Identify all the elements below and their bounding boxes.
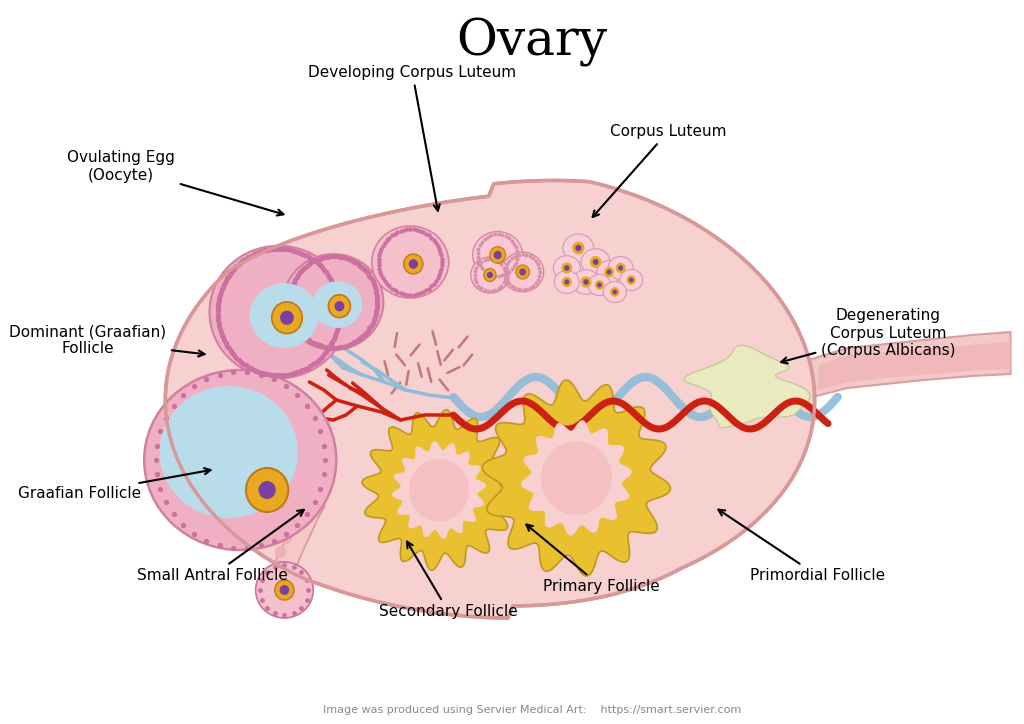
Circle shape xyxy=(564,279,569,285)
Circle shape xyxy=(273,560,285,572)
Circle shape xyxy=(572,242,585,254)
Text: Developing Corpus Luteum: Developing Corpus Luteum xyxy=(308,65,516,211)
Circle shape xyxy=(489,247,506,264)
Ellipse shape xyxy=(256,562,313,618)
Polygon shape xyxy=(273,500,325,584)
Ellipse shape xyxy=(554,271,580,293)
Polygon shape xyxy=(684,345,810,428)
Text: Secondary Follicle: Secondary Follicle xyxy=(379,542,518,619)
Text: Graafian Follicle: Graafian Follicle xyxy=(18,468,211,501)
Circle shape xyxy=(329,295,350,318)
Circle shape xyxy=(590,256,601,268)
Circle shape xyxy=(280,585,289,595)
Ellipse shape xyxy=(553,256,581,280)
Text: Primordial Follicle: Primordial Follicle xyxy=(719,510,885,583)
Text: Degenerating
Corpus Luteum
(Corpus Albicans): Degenerating Corpus Luteum (Corpus Albic… xyxy=(781,308,955,363)
Ellipse shape xyxy=(372,226,449,298)
Circle shape xyxy=(561,262,572,274)
Circle shape xyxy=(618,266,623,271)
Circle shape xyxy=(541,441,612,515)
Circle shape xyxy=(606,269,611,274)
Circle shape xyxy=(595,280,604,290)
Ellipse shape xyxy=(608,256,633,279)
Circle shape xyxy=(403,254,423,274)
Ellipse shape xyxy=(160,386,298,518)
Ellipse shape xyxy=(620,269,643,290)
Text: Dominant (Graafian)
Follicle: Dominant (Graafian) Follicle xyxy=(9,324,205,356)
Text: Ovulating Egg
(Oocyte): Ovulating Egg (Oocyte) xyxy=(68,151,284,216)
Polygon shape xyxy=(818,342,1011,390)
Circle shape xyxy=(629,277,634,282)
Circle shape xyxy=(281,532,292,544)
Circle shape xyxy=(287,518,298,530)
Circle shape xyxy=(604,267,614,277)
Circle shape xyxy=(281,311,294,325)
Circle shape xyxy=(335,301,344,311)
Text: Small Antral Follicle: Small Antral Follicle xyxy=(137,510,304,583)
Polygon shape xyxy=(482,380,671,576)
Circle shape xyxy=(564,265,569,271)
Circle shape xyxy=(610,287,620,297)
Ellipse shape xyxy=(572,269,599,295)
Circle shape xyxy=(593,259,598,265)
Text: Ovary: Ovary xyxy=(457,17,607,67)
Ellipse shape xyxy=(502,252,544,292)
Ellipse shape xyxy=(284,254,383,350)
Polygon shape xyxy=(392,441,486,539)
Ellipse shape xyxy=(563,234,594,262)
Polygon shape xyxy=(165,180,815,618)
Ellipse shape xyxy=(473,232,522,279)
Text: Corpus Luteum: Corpus Luteum xyxy=(593,125,726,217)
Circle shape xyxy=(627,275,636,285)
Circle shape xyxy=(486,272,493,278)
Circle shape xyxy=(274,546,287,558)
Circle shape xyxy=(494,251,502,259)
Ellipse shape xyxy=(597,261,622,283)
Circle shape xyxy=(258,481,275,499)
Polygon shape xyxy=(521,421,632,536)
Ellipse shape xyxy=(471,257,509,293)
Circle shape xyxy=(612,290,617,295)
Ellipse shape xyxy=(588,274,611,295)
Ellipse shape xyxy=(250,283,318,348)
Circle shape xyxy=(271,302,302,334)
Text: Image was produced using Servier Medical Art:    https://smart.servier.com: Image was produced using Servier Medical… xyxy=(324,705,741,715)
Circle shape xyxy=(575,245,582,251)
Ellipse shape xyxy=(210,245,348,378)
Circle shape xyxy=(581,277,592,287)
Polygon shape xyxy=(362,410,516,571)
Circle shape xyxy=(246,468,289,512)
Circle shape xyxy=(597,282,602,287)
Circle shape xyxy=(516,265,529,279)
Circle shape xyxy=(562,277,571,287)
Circle shape xyxy=(294,504,305,516)
Polygon shape xyxy=(809,332,1011,398)
Circle shape xyxy=(584,279,589,285)
Circle shape xyxy=(483,269,496,282)
Ellipse shape xyxy=(144,370,336,550)
Circle shape xyxy=(409,459,469,521)
Circle shape xyxy=(519,269,526,276)
Ellipse shape xyxy=(603,282,627,303)
Circle shape xyxy=(615,263,626,273)
Ellipse shape xyxy=(312,281,362,328)
Ellipse shape xyxy=(582,249,610,275)
Text: Primary Follicle: Primary Follicle xyxy=(526,524,659,594)
Circle shape xyxy=(274,580,294,600)
Circle shape xyxy=(409,259,418,269)
